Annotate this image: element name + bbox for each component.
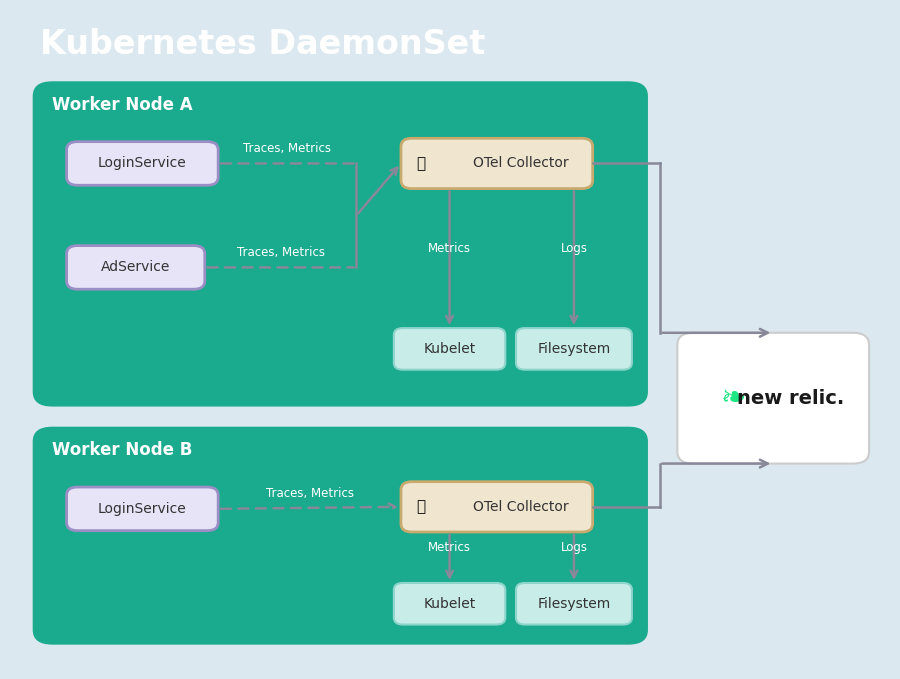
Text: ❧: ❧ xyxy=(720,384,746,413)
FancyBboxPatch shape xyxy=(32,426,648,644)
FancyBboxPatch shape xyxy=(394,328,505,369)
Text: Kubelet: Kubelet xyxy=(423,597,476,610)
FancyBboxPatch shape xyxy=(67,487,218,531)
Text: Filesystem: Filesystem xyxy=(537,342,610,356)
FancyBboxPatch shape xyxy=(394,583,505,625)
Text: Logs: Logs xyxy=(561,541,588,554)
Text: OTel Collector: OTel Collector xyxy=(473,500,569,514)
Text: new relic.: new relic. xyxy=(737,388,845,407)
Text: Logs: Logs xyxy=(561,242,588,255)
Text: Metrics: Metrics xyxy=(428,242,471,255)
Text: Traces, Metrics: Traces, Metrics xyxy=(243,142,331,155)
Text: Metrics: Metrics xyxy=(428,541,471,554)
FancyBboxPatch shape xyxy=(401,139,593,189)
FancyBboxPatch shape xyxy=(516,583,632,625)
FancyBboxPatch shape xyxy=(67,246,205,289)
Text: Filesystem: Filesystem xyxy=(537,597,610,610)
Text: Kubelet: Kubelet xyxy=(423,342,476,356)
Text: Kubernetes DaemonSet: Kubernetes DaemonSet xyxy=(40,28,485,60)
Text: 🚀: 🚀 xyxy=(416,156,425,171)
Text: Traces, Metrics: Traces, Metrics xyxy=(237,246,325,259)
FancyBboxPatch shape xyxy=(678,333,869,464)
Text: 🚀: 🚀 xyxy=(416,499,425,514)
FancyBboxPatch shape xyxy=(32,81,648,407)
Text: AdService: AdService xyxy=(101,261,170,274)
Text: LoginService: LoginService xyxy=(98,502,187,516)
FancyBboxPatch shape xyxy=(516,328,632,369)
Text: Worker Node B: Worker Node B xyxy=(52,441,193,460)
Text: Traces, Metrics: Traces, Metrics xyxy=(266,487,354,500)
Text: Worker Node A: Worker Node A xyxy=(52,96,193,114)
Text: LoginService: LoginService xyxy=(98,156,187,170)
FancyBboxPatch shape xyxy=(401,481,593,532)
Text: OTel Collector: OTel Collector xyxy=(473,156,569,170)
FancyBboxPatch shape xyxy=(67,142,218,185)
